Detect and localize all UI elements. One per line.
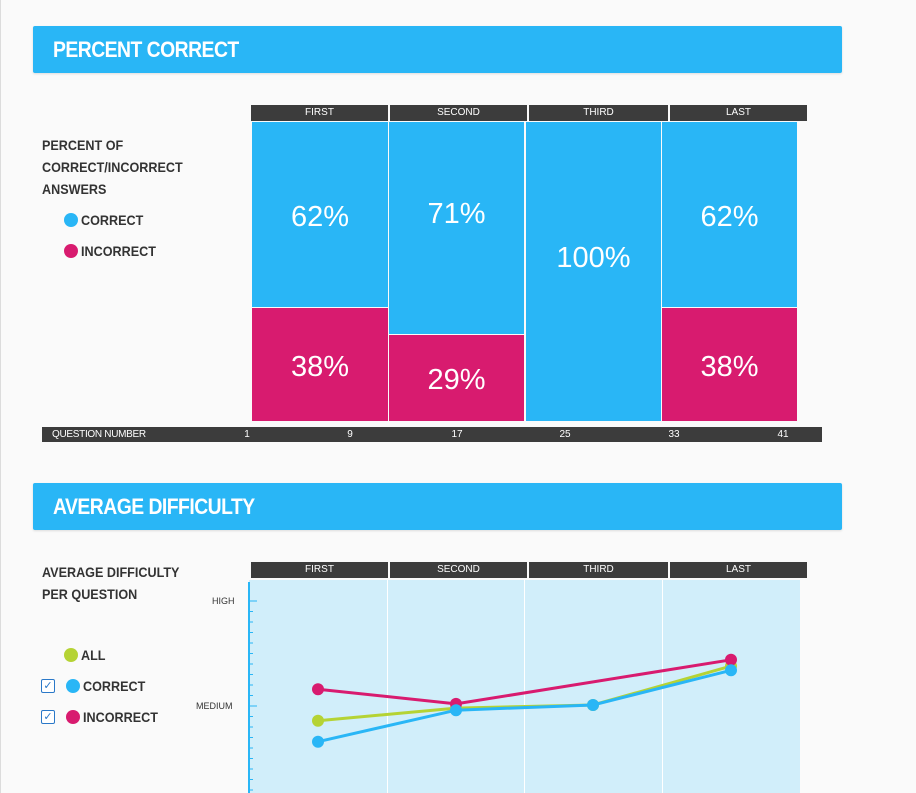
average-difficulty-title: AVERAGE DIFFICULTY <box>53 494 255 519</box>
col-header-second: SECOND <box>390 105 527 121</box>
legend-item-incorrect-line: ✓ INCORRECT <box>41 709 166 725</box>
data-point-all[interactable] <box>312 714 324 727</box>
incorrect-dot-icon <box>64 244 78 258</box>
bar-incorrect-second: 29% <box>389 335 524 421</box>
col-header-first: FIRST <box>251 105 388 121</box>
question-tick: 25 <box>559 429 571 440</box>
percent-correct-title: PERCENT CORRECT <box>53 37 239 62</box>
plot-divider <box>387 580 388 793</box>
difficulty-legend-title-line: AVERAGE DIFFICULTY <box>42 564 180 580</box>
col-header-last: LAST <box>670 105 807 121</box>
difficulty-legend-title: AVERAGE DIFFICULTY PER QUESTION <box>42 561 179 605</box>
percent-legend-title: PERCENT OF CORRECT/INCORRECT ANSWERS <box>42 134 183 200</box>
correct-dot-icon <box>64 213 78 227</box>
bar-correct-first: 62% <box>252 122 388 307</box>
legend-label-correct-line: CORRECT <box>83 678 146 694</box>
question-tick: 9 <box>347 429 353 440</box>
plot-divider <box>524 580 525 793</box>
bar-value-label: 62% <box>700 201 759 233</box>
bar-correct-third: 100% <box>526 122 661 421</box>
bar-value-label: 38% <box>290 351 350 383</box>
series-line-correct <box>317 668 732 744</box>
bar-correct-last: 62% <box>662 122 797 307</box>
bar-value-label: 100% <box>556 242 631 274</box>
percent-correct-header: PERCENT CORRECT <box>33 26 842 73</box>
y-label-medium: MEDIUM <box>196 701 233 711</box>
legend-item-incorrect: INCORRECT <box>64 243 164 259</box>
bar-correct-second: 71% <box>389 122 524 334</box>
bar-value-label: 71% <box>427 198 486 230</box>
correct-checkbox[interactable]: ✓ <box>41 679 55 693</box>
col-header-last: LAST <box>670 562 807 578</box>
bar-incorrect-first: 38% <box>252 308 388 421</box>
series-line-incorrect <box>317 658 732 706</box>
legend-item-correct-line: ✓ CORRECT <box>41 678 152 694</box>
legend-label-correct: CORRECT <box>81 212 144 228</box>
percent-legend-title-line: CORRECT/INCORRECT <box>42 159 183 175</box>
col-header-second: SECOND <box>390 562 527 578</box>
legend-item-all: ALL <box>64 647 108 663</box>
bar-value-label: 38% <box>700 351 759 383</box>
data-point-correct[interactable] <box>312 735 324 748</box>
question-number-axis: QUESTION NUMBER 1 9 17 25 33 41 <box>42 427 822 442</box>
bar-value-label: 29% <box>427 364 486 396</box>
correct-dot-icon <box>66 679 80 693</box>
y-label-high: HIGH <box>212 596 235 606</box>
question-tick: 33 <box>668 429 680 440</box>
left-border <box>0 0 1 793</box>
col-header-third: THIRD <box>529 105 668 121</box>
data-point-incorrect[interactable] <box>725 653 737 666</box>
question-tick: 1 <box>244 429 250 440</box>
data-point-correct[interactable] <box>450 704 462 717</box>
data-point-correct[interactable] <box>725 664 737 677</box>
bar-value-label: 62% <box>290 201 350 233</box>
all-dot-icon <box>64 648 78 662</box>
question-tick: 41 <box>777 429 789 440</box>
average-difficulty-header: AVERAGE DIFFICULTY <box>33 483 842 530</box>
legend-item-correct: CORRECT <box>64 212 150 228</box>
bar-incorrect-last: 38% <box>662 308 797 421</box>
data-point-correct[interactable] <box>587 698 599 711</box>
col-header-first: FIRST <box>251 562 388 578</box>
difficulty-legend-title-line: PER QUESTION <box>42 586 138 602</box>
data-point-incorrect[interactable] <box>312 683 324 696</box>
incorrect-checkbox[interactable]: ✓ <box>41 710 55 724</box>
question-tick: 17 <box>451 429 463 440</box>
legend-label-incorrect: INCORRECT <box>81 243 156 259</box>
percent-legend-title-line: PERCENT OF <box>42 137 124 153</box>
incorrect-dot-icon <box>66 710 80 724</box>
question-number-label: QUESTION NUMBER <box>52 429 146 440</box>
percent-legend-title-line: ANSWERS <box>42 181 107 197</box>
col-header-third: THIRD <box>529 562 668 578</box>
legend-label-incorrect-line: INCORRECT <box>83 709 158 725</box>
legend-label-all: ALL <box>81 647 106 663</box>
